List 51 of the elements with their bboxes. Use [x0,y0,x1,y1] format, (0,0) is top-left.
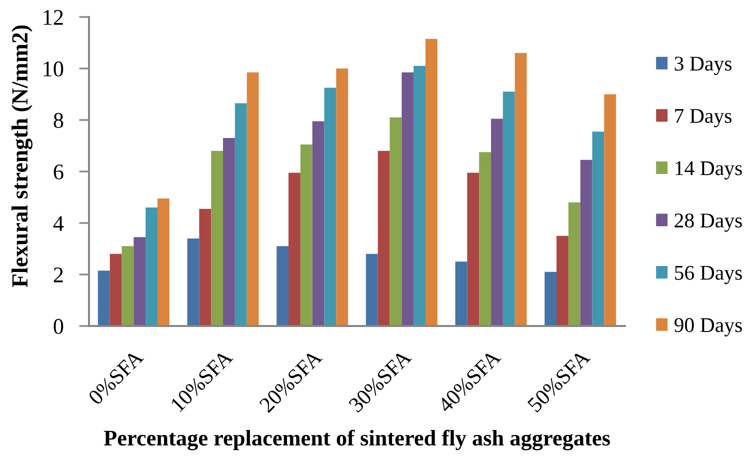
legend-label: 3 Days [674,56,732,75]
bar [324,88,336,326]
bar [122,246,134,326]
bar [491,118,503,326]
bar [580,160,592,326]
bar [467,172,480,326]
bar [157,198,170,326]
y-axis-title: Flexural strength (N/mm2) [12,25,32,288]
y-tick-label: 6 [54,164,64,180]
bar [402,72,414,326]
bar [479,152,491,326]
bar [604,94,616,326]
bar [455,262,468,326]
bar [414,66,426,326]
bar [246,72,259,326]
y-tick-label: 4 [53,216,64,231]
bar [390,117,402,326]
y-tick-label: 0 [54,318,64,334]
bar [146,208,158,326]
bar [425,38,438,326]
bar [336,68,348,326]
y-tick-label: 10 [44,61,64,76]
x-axis-title: Percentage replacement of sintered fly ash aggregates [104,430,610,450]
legend-label: 28 Days [674,213,742,232]
bar [234,103,247,326]
bar [199,208,212,326]
y-tick-label: 12 [44,10,63,25]
bar [98,270,110,326]
bar [110,254,122,326]
bar [134,237,146,326]
y-tick-label: 8 [54,112,64,128]
legend-label: 7 Days [675,109,732,128]
bar [556,236,568,326]
legend-label: 14 Days [676,161,742,180]
legend-label: 90 Days [674,318,742,336]
y-tick-label: 2 [54,267,63,282]
legend-label: 56 Days [675,266,742,284]
bar [300,144,312,326]
bar [312,121,324,326]
bar [568,202,580,326]
bar [366,254,378,326]
bar [276,246,289,326]
bar [544,272,557,326]
bar [514,53,527,326]
bar [187,238,200,326]
bar [378,150,390,326]
bar [288,172,300,326]
bar [592,132,604,326]
bar [223,138,235,326]
bar [211,150,223,326]
bar [502,92,515,326]
